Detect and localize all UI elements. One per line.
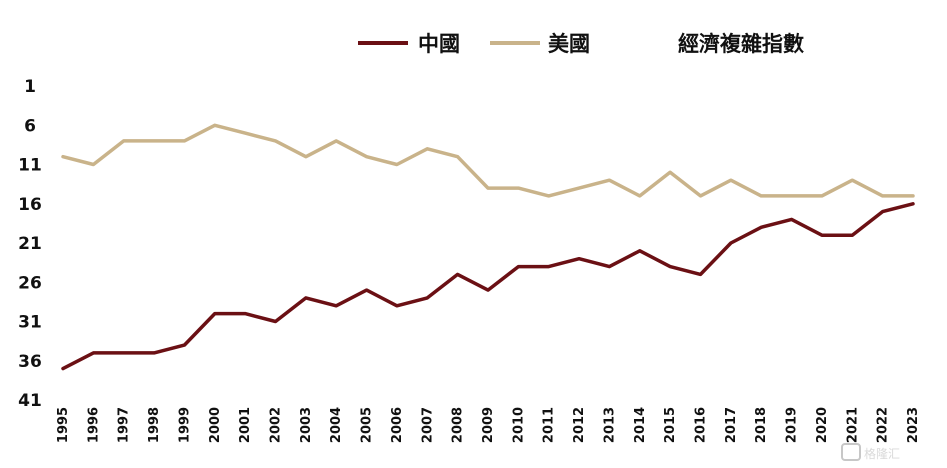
legend: 中國 美國 [358,32,590,56]
watermark: 格隆汇 [841,443,900,461]
x-tick-label: 2011 [542,407,557,443]
series-line-us [61,123,915,198]
x-tick-label: 2006 [390,407,405,443]
y-tick-label: 31 [18,313,42,333]
x-tick-label: 2022 [876,407,891,443]
x-tick-label: 2002 [269,407,284,443]
x-tick-label: 1997 [117,407,132,443]
x-tick-label: 1999 [177,407,192,443]
x-tick-label: 2007 [420,407,435,443]
x-tick-label: 1995 [56,407,71,443]
x-tick-label: 2023 [906,407,921,443]
y-tick-label: 26 [18,273,42,293]
y-tick-label: 21 [18,234,42,254]
x-tick-label: 2021 [845,407,860,443]
x-tick-label: 1998 [147,407,162,443]
x-tick-label: 2013 [602,407,617,443]
y-tick-label: 36 [18,352,42,372]
x-tick-label: 2004 [329,407,344,443]
x-tick-label: 2020 [815,407,830,443]
chart-title: 經濟複雜指數 [678,32,804,56]
y-tick-label: 11 [18,156,42,176]
series-lines [61,123,915,371]
x-tick-label: 2016 [694,407,709,443]
x-tick-label: 2009 [481,407,496,443]
x-tick-label: 2017 [724,407,739,443]
x-tick-label: 2001 [238,407,253,443]
watermark-text: 格隆汇 [864,446,900,461]
x-tick-label: 2012 [572,407,587,443]
gelonghui-logo-icon [841,443,861,461]
legend-label-us: 美國 [548,32,590,56]
x-axis-ticks: 1995 1996 1997 1998 1999 2000 2001 2002 2003 2004… [56,407,921,443]
x-tick-label: 1996 [86,407,101,443]
x-tick-label: 2018 [754,407,769,443]
y-tick-label: 16 [18,195,42,215]
y-tick-label: 41 [18,391,42,411]
x-tick-label: 2014 [633,407,648,443]
y-tick-label: 1 [24,77,36,97]
x-tick-label: 2010 [511,407,526,443]
x-tick-label: 2000 [208,407,223,443]
x-tick-label: 2003 [299,407,314,443]
series-line-china [61,202,915,371]
x-tick-label: 2005 [360,407,375,443]
x-tick-label: 2019 [785,407,800,443]
legend-label-china: 中國 [418,32,460,56]
y-tick-label: 6 [24,116,36,136]
x-tick-label: 2008 [451,407,466,443]
x-tick-label: 2015 [663,407,678,443]
